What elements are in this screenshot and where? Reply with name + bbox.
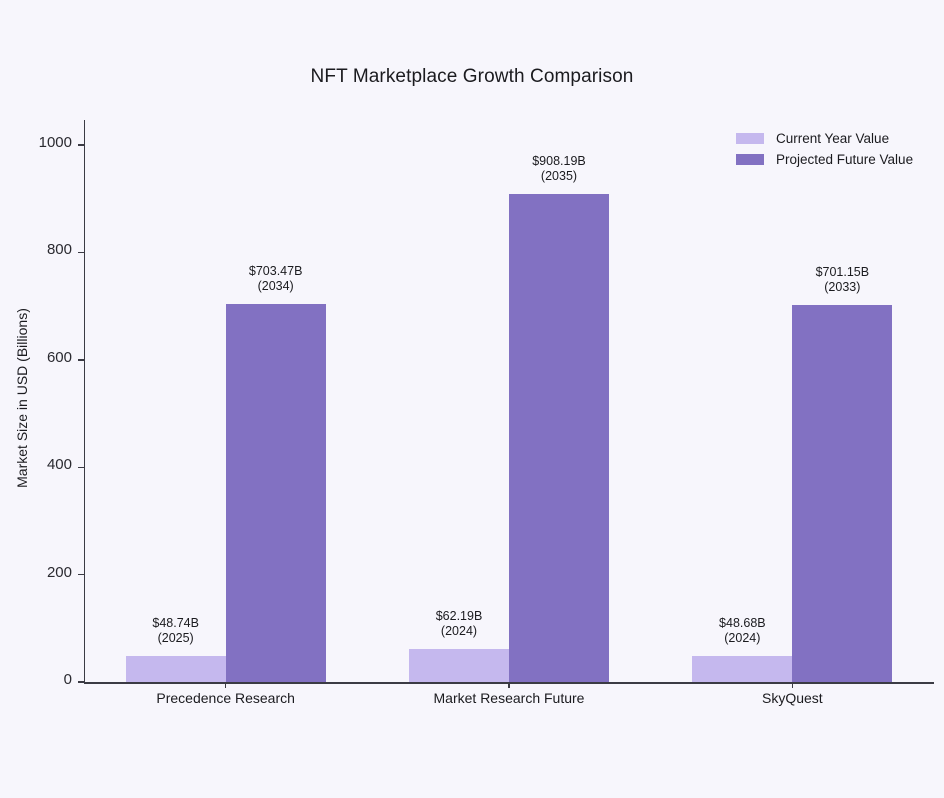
- y-tick-mark: [78, 573, 84, 576]
- legend-label: Projected Future Value: [776, 152, 914, 167]
- x-tick-mark: [224, 682, 227, 688]
- bar-value-label: $48.74B (2025): [152, 616, 199, 646]
- bar-value-text: $908.19B: [532, 154, 586, 169]
- bar-year-text: (2024): [440, 623, 478, 638]
- y-axis-title: Market Size in USD (Billions): [14, 308, 30, 488]
- x-tick-label: SkyQuest: [761, 690, 823, 706]
- bar-value-label: $703.47B (2034): [249, 264, 303, 294]
- legend-label: Current Year Value: [776, 131, 890, 146]
- bar[interactable]: [409, 648, 509, 682]
- bar[interactable]: [792, 305, 893, 682]
- y-tick-mark: [78, 359, 84, 361]
- x-tick-label: Precedence Research: [156, 690, 295, 706]
- chart-title: NFT Marketplace Growth Comparison: [310, 66, 634, 87]
- bar-value-text: $701.15B: [815, 265, 870, 280]
- legend-item[interactable]: Current Year Value: [736, 128, 913, 149]
- bar-value-label: $908.19B (2035): [532, 154, 586, 184]
- chart-legend: Current Year Value Projected Future Value: [736, 128, 913, 170]
- bar-value-label: $62.19B (2024): [436, 609, 483, 639]
- y-tick-label: 1000: [38, 134, 72, 151]
- bar[interactable]: [692, 655, 793, 682]
- bar-value-label: $48.68B (2024): [719, 616, 766, 646]
- bar-year-text: (2034): [257, 279, 294, 294]
- x-tick-mark: [508, 682, 510, 688]
- x-tick-mark: [791, 682, 794, 688]
- y-tick-label: 400: [46, 456, 72, 474]
- bar-value-label: $701.15B (2033): [816, 265, 870, 295]
- y-tick-label: 600: [46, 348, 72, 366]
- bar-year-text: (2024): [724, 630, 761, 645]
- bar[interactable]: [509, 194, 609, 682]
- x-tick-label: Market Research Future: [433, 690, 585, 706]
- bar-value-text: $48.68B: [719, 615, 766, 630]
- bar-value-text: $48.74B: [152, 615, 199, 630]
- y-tick-mark: [78, 681, 84, 683]
- y-tick-mark: [78, 251, 84, 254]
- y-tick-label: 0: [63, 671, 72, 688]
- y-tick-label: 800: [46, 241, 72, 259]
- bar[interactable]: [225, 304, 326, 682]
- bar-value-text: $62.19B: [435, 608, 483, 623]
- legend-swatch: [736, 154, 764, 165]
- bar-value-text: $703.47B: [248, 264, 303, 279]
- y-tick-mark: [78, 144, 84, 146]
- bar[interactable]: [125, 655, 226, 682]
- y-tick-mark: [78, 466, 84, 468]
- y-axis-spine: [84, 120, 86, 684]
- legend-item[interactable]: Projected Future Value: [736, 149, 913, 170]
- y-tick-label: 200: [46, 563, 72, 581]
- legend-swatch: [736, 133, 764, 144]
- bar-year-text: (2025): [157, 630, 194, 645]
- bar-year-text: (2035): [540, 169, 578, 184]
- bar-year-text: (2033): [824, 280, 861, 295]
